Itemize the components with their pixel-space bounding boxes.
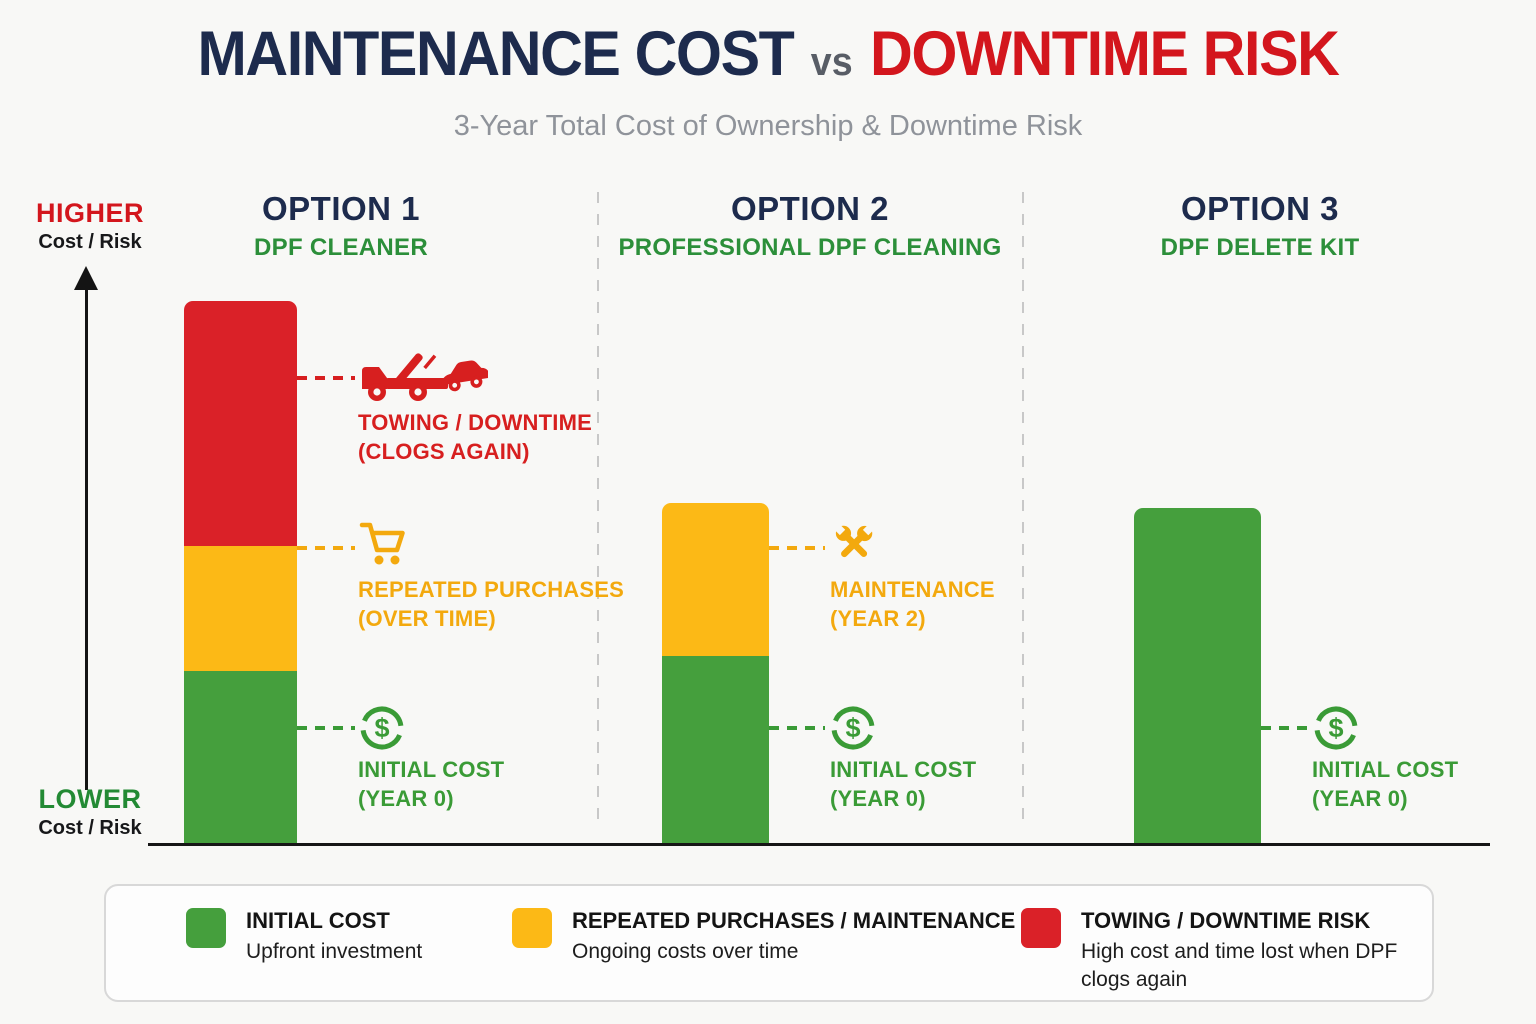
legend-desc-towing: High cost and time lost when DPF clogs a… [1081, 940, 1398, 991]
option2-name: PROFESSIONAL DPF CLEANING [618, 234, 1002, 261]
initial1-connector-line [297, 726, 355, 730]
axis-arrow-line [85, 288, 88, 790]
legend-label-towing: TOWING / DOWNTIME RISK [1081, 908, 1371, 933]
legend-swatch-initial [186, 908, 226, 948]
column-header-option1: OPTION 1 DPF CLEANER [81, 190, 601, 262]
axis-higher-sub: Cost / Risk [38, 231, 142, 253]
axis-label-lower: LOWER Cost / Risk [0, 784, 180, 840]
axis-arrow-icon [74, 266, 98, 290]
column-header-option2: OPTION 2 PROFESSIONAL DPF CLEANING [550, 190, 1070, 262]
repeated-annotation: REPEATED PURCHASES (OVER TIME) [358, 575, 624, 633]
towing-annotation: TOWING / DOWNTIME (CLOGS AGAIN) [358, 408, 592, 466]
column-divider-2 [1022, 192, 1024, 824]
initial1-line2: (YEAR 0) [358, 786, 454, 811]
maintenance-annotation: MAINTENANCE (YEAR 2) [830, 575, 995, 633]
title-vs: vs [810, 40, 853, 84]
legend-label-initial: INITIAL COST [246, 908, 390, 933]
initial2-annotation: INITIAL COST (YEAR 0) [830, 755, 976, 813]
chart-baseline [148, 843, 1490, 846]
initial2-line1: INITIAL COST [830, 757, 977, 782]
legend-swatch-repeated [512, 908, 552, 948]
initial1-line1: INITIAL COST [358, 757, 505, 782]
title-downtime-risk: DOWNTIME RISK [869, 19, 1340, 89]
initial2-line2: (YEAR 0) [830, 786, 926, 811]
towing-connector-line [297, 376, 355, 380]
maintenance-connector-line [769, 546, 825, 550]
dollar-circle-icon-2: $ [828, 703, 878, 758]
initial2-connector-line [769, 726, 825, 730]
repeated-line1: REPEATED PURCHASES [358, 577, 625, 602]
towing-line2: (CLOGS AGAIN) [358, 439, 530, 464]
legend-desc-initial: Upfront investment [246, 940, 423, 963]
option3-name: DPF DELETE KIT [1160, 234, 1360, 261]
bar-segment [1134, 508, 1261, 844]
shopping-cart-icon [358, 519, 410, 572]
bar-segment [184, 671, 297, 844]
column-divider-1 [597, 192, 599, 824]
legend-label-repeated: REPEATED PURCHASES / MAINTENANCE [572, 908, 1016, 933]
axis-lower-word: LOWER [38, 784, 142, 814]
option2-title: OPTION 2 [730, 190, 890, 227]
page-title: MAINTENANCE COST vs DOWNTIME RISK [46, 18, 1490, 90]
option1-name: DPF CLEANER [254, 234, 428, 261]
initial3-annotation: INITIAL COST (YEAR 0) [1312, 755, 1458, 813]
bar-segment [662, 656, 769, 844]
svg-text:$: $ [374, 713, 389, 743]
tow-truck-icon [358, 344, 490, 411]
repeated-connector-line [297, 546, 355, 550]
title-maintenance-cost: MAINTENANCE COST [197, 19, 794, 89]
initial1-annotation: INITIAL COST (YEAR 0) [358, 755, 504, 813]
column-header-option3: OPTION 3 DPF DELETE KIT [1000, 190, 1520, 262]
axis-lower-sub: Cost / Risk [38, 817, 142, 839]
legend: INITIAL COST Upfront investment REPEATED… [104, 884, 1434, 1002]
svg-text:$: $ [845, 713, 860, 743]
initial3-line1: INITIAL COST [1312, 757, 1459, 782]
maintenance-line2: (YEAR 2) [830, 606, 926, 631]
repeated-line2: (OVER TIME) [358, 606, 496, 631]
option1-title: OPTION 1 [261, 190, 421, 227]
axis-label-higher: HIGHER Cost / Risk [0, 198, 180, 254]
maintenance-line1: MAINTENANCE [830, 577, 995, 602]
option3-title: OPTION 3 [1180, 190, 1340, 227]
bar-segment [184, 301, 297, 546]
dollar-circle-icon-3: $ [1311, 703, 1361, 758]
page-subtitle: 3-Year Total Cost of Ownership & Downtim… [453, 110, 1083, 142]
legend-desc-repeated: Ongoing costs over time [572, 940, 799, 963]
initial3-line2: (YEAR 0) [1312, 786, 1408, 811]
bar-segment [184, 546, 297, 671]
bar-segment [662, 503, 769, 656]
axis-higher-word: HIGHER [35, 198, 144, 228]
svg-text:$: $ [1328, 713, 1343, 743]
initial3-connector-line [1261, 726, 1311, 730]
dollar-circle-icon-1: $ [357, 703, 407, 758]
wrenches-icon [828, 518, 880, 573]
legend-swatch-towing [1021, 908, 1061, 948]
towing-line1: TOWING / DOWNTIME [358, 410, 592, 435]
